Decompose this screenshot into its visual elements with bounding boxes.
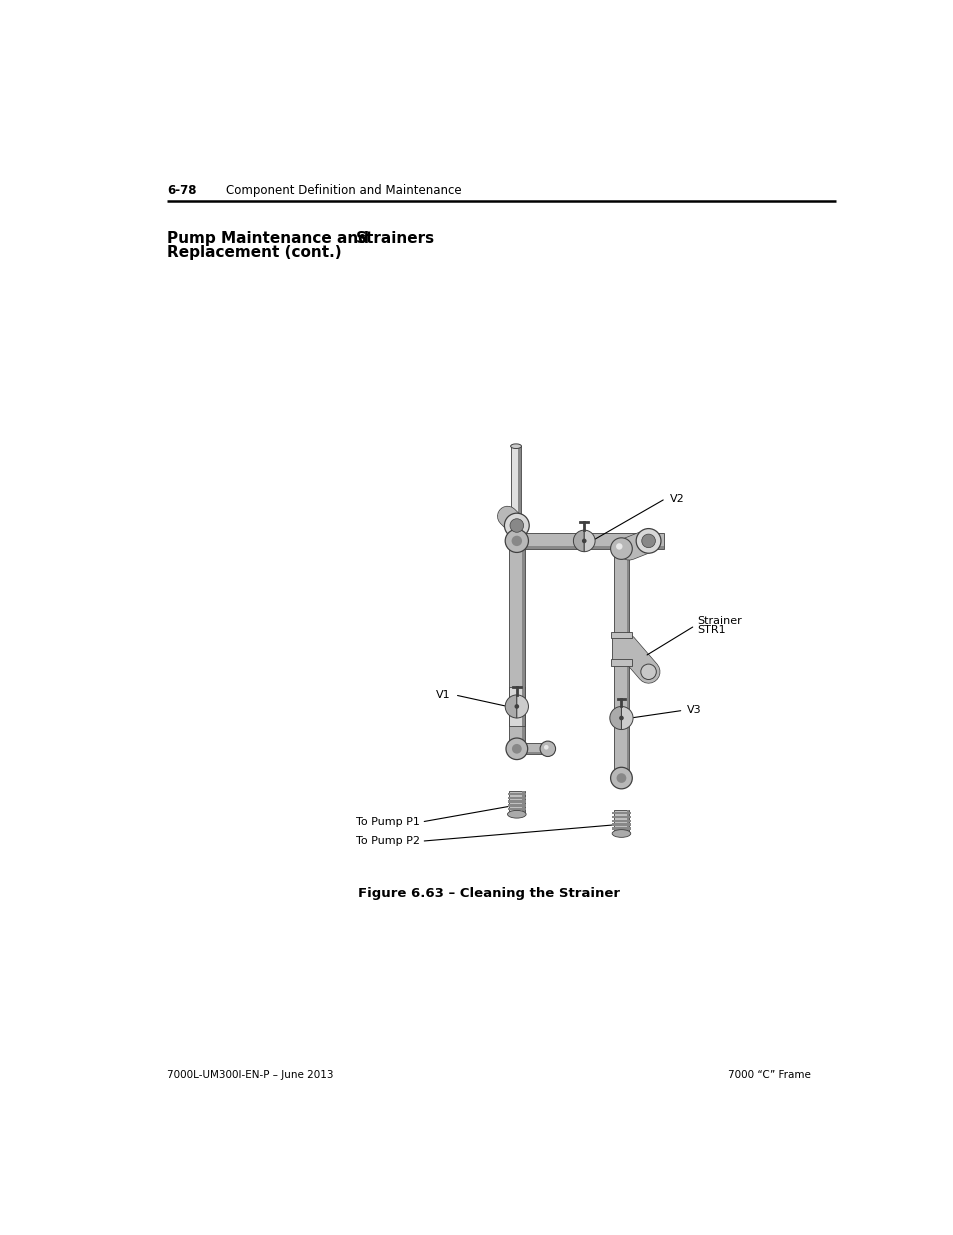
Circle shape xyxy=(616,543,622,550)
Bar xyxy=(517,546,663,548)
Bar xyxy=(507,800,525,803)
Text: STR1: STR1 xyxy=(697,625,725,635)
Bar xyxy=(517,446,520,516)
Ellipse shape xyxy=(612,830,630,837)
Bar xyxy=(521,792,524,814)
Text: Strainer: Strainer xyxy=(697,615,741,626)
Bar xyxy=(626,810,629,834)
Bar xyxy=(521,687,524,726)
Circle shape xyxy=(610,537,632,559)
Bar xyxy=(507,804,525,806)
Circle shape xyxy=(610,767,632,789)
Wedge shape xyxy=(583,530,595,552)
Ellipse shape xyxy=(507,810,525,818)
Bar xyxy=(612,816,630,818)
Circle shape xyxy=(514,704,518,709)
Circle shape xyxy=(543,745,548,750)
Bar xyxy=(626,548,629,772)
Circle shape xyxy=(504,514,529,537)
Bar xyxy=(509,792,524,814)
Bar xyxy=(610,632,632,638)
Bar xyxy=(612,820,630,823)
Bar xyxy=(612,824,630,826)
Bar xyxy=(517,752,547,755)
Text: 7000 “C” Frame: 7000 “C” Frame xyxy=(727,1070,810,1079)
Bar xyxy=(507,808,525,810)
Bar xyxy=(613,548,629,772)
Wedge shape xyxy=(573,530,583,552)
Circle shape xyxy=(510,519,523,532)
Text: 6-78: 6-78 xyxy=(167,184,196,196)
Circle shape xyxy=(505,739,527,760)
Text: Figure 6.63 – Cleaning the Strainer: Figure 6.63 – Cleaning the Strainer xyxy=(357,888,619,900)
Text: To Pump P2: To Pump P2 xyxy=(355,836,419,846)
Bar xyxy=(610,659,632,666)
Bar xyxy=(507,797,525,799)
Text: V1: V1 xyxy=(436,690,451,700)
Text: To Pump P1: To Pump P1 xyxy=(355,816,419,827)
Circle shape xyxy=(636,529,660,553)
Circle shape xyxy=(641,534,655,547)
Text: V3: V3 xyxy=(686,705,701,715)
Bar xyxy=(517,534,663,548)
Bar xyxy=(612,811,630,814)
Circle shape xyxy=(616,773,626,783)
Bar xyxy=(507,793,525,795)
Wedge shape xyxy=(517,695,528,718)
Text: 7000L-UM300I-EN-P – June 2013: 7000L-UM300I-EN-P – June 2013 xyxy=(167,1070,334,1079)
Text: Strainers: Strainers xyxy=(355,231,435,246)
Text: Replacement (cont.): Replacement (cont.) xyxy=(167,246,341,261)
Text: Component Definition and Maintenance: Component Definition and Maintenance xyxy=(226,184,461,196)
Circle shape xyxy=(539,741,555,757)
Bar xyxy=(628,634,630,664)
Bar xyxy=(612,827,630,830)
Bar xyxy=(521,526,524,741)
Text: Pump Maintenance and: Pump Maintenance and xyxy=(167,231,369,246)
Circle shape xyxy=(505,530,528,552)
Circle shape xyxy=(512,743,521,753)
Bar xyxy=(509,526,524,741)
Text: V2: V2 xyxy=(669,494,683,504)
Wedge shape xyxy=(620,706,633,730)
Circle shape xyxy=(640,664,656,679)
Bar xyxy=(612,634,630,664)
Wedge shape xyxy=(505,695,517,718)
Ellipse shape xyxy=(510,443,521,448)
Bar xyxy=(509,687,524,726)
Circle shape xyxy=(581,538,586,543)
Wedge shape xyxy=(609,706,620,730)
Circle shape xyxy=(618,716,623,720)
Bar xyxy=(517,743,547,755)
Bar xyxy=(511,446,520,516)
Bar xyxy=(613,810,629,834)
Circle shape xyxy=(511,536,521,546)
